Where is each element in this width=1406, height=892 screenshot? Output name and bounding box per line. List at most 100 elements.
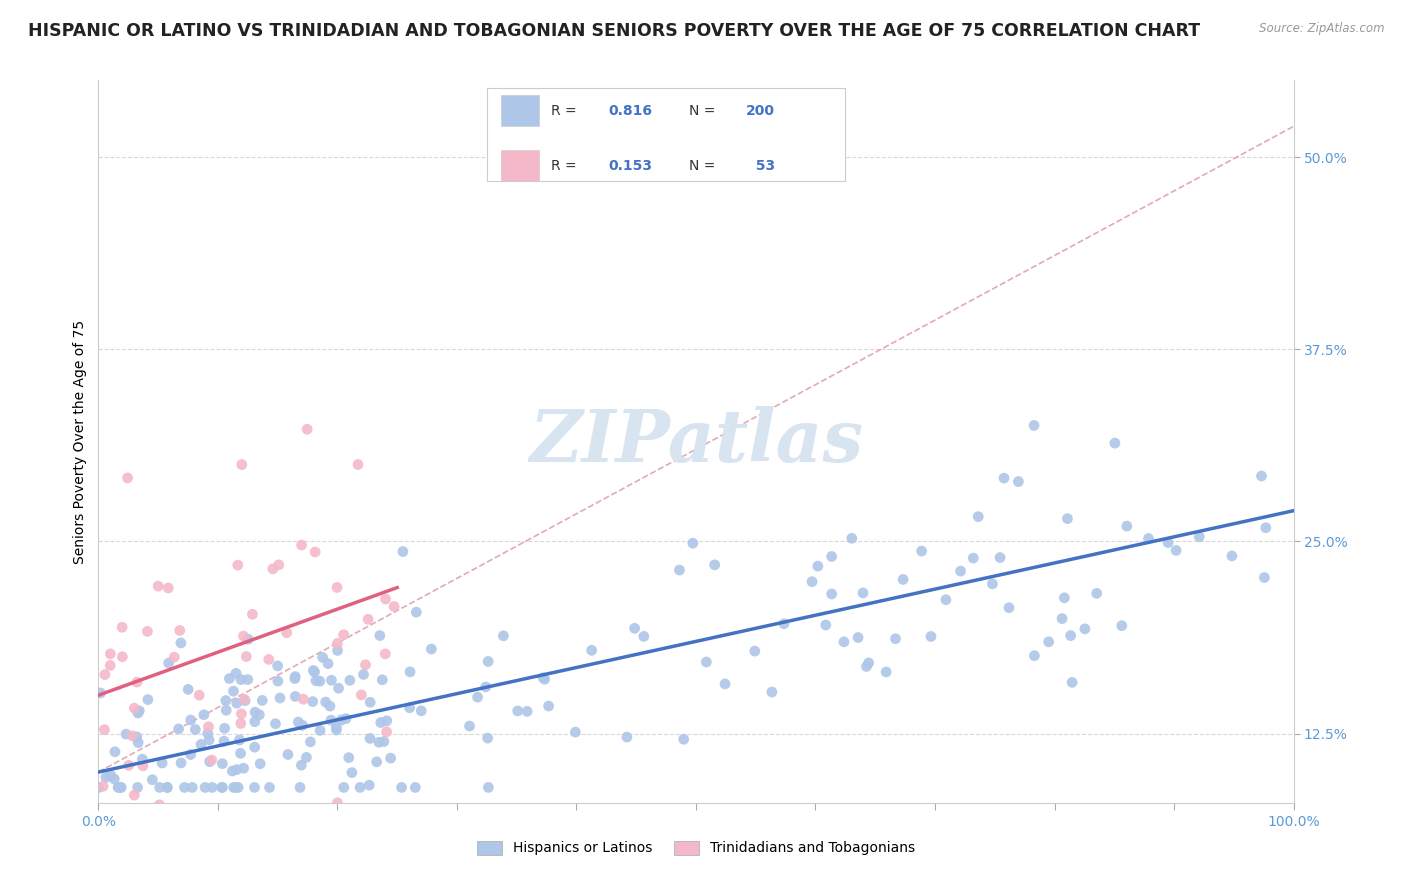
Point [180, 713, 202, 727]
Point [229, 747, 252, 761]
Point [564, 725, 586, 739]
Point [211, 756, 233, 771]
Point [215, 703, 238, 717]
Point [398, 700, 420, 714]
Point [623, 621, 645, 635]
Point [981, 577, 1004, 591]
Point [194, 780, 217, 795]
Point [1220, 549, 1243, 563]
Point [156, 780, 179, 795]
Point [236, 632, 259, 647]
Point [1253, 570, 1275, 584]
Point [366, 755, 388, 769]
Point [226, 780, 249, 795]
Point [225, 666, 247, 681]
Point [1111, 618, 1133, 632]
Point [284, 690, 307, 704]
Point [108, 780, 131, 795]
Point [714, 677, 737, 691]
Point [533, 673, 555, 687]
Point [326, 581, 349, 595]
Point [157, 581, 180, 595]
Point [157, 656, 180, 670]
Point [375, 714, 398, 728]
Point [321, 673, 343, 688]
Point [325, 720, 347, 734]
Point [1024, 648, 1046, 663]
Point [458, 719, 481, 733]
Point [1022, 418, 1045, 433]
Point [392, 544, 415, 558]
Point [231, 706, 253, 721]
Point [233, 693, 256, 707]
Text: N =: N = [689, 103, 720, 118]
Point [420, 642, 443, 657]
Y-axis label: Seniors Poverty Over the Age of 75: Seniors Poverty Over the Age of 75 [73, 319, 87, 564]
Point [475, 680, 498, 694]
Point [136, 692, 159, 706]
Point [276, 625, 298, 640]
Point [326, 636, 349, 650]
Point [326, 796, 349, 810]
Bar [501, 151, 540, 181]
Point [399, 665, 422, 679]
Point [333, 780, 356, 795]
Point [201, 753, 224, 767]
Point [841, 532, 863, 546]
Point [259, 780, 281, 795]
Point [633, 629, 655, 643]
Point [242, 607, 264, 622]
Point [91, 779, 114, 793]
Text: ZIPatlas: ZIPatlas [529, 406, 863, 477]
Point [111, 620, 134, 634]
Point [233, 692, 256, 706]
Point [288, 780, 311, 795]
Point [920, 630, 942, 644]
Point [814, 618, 837, 632]
Point [1059, 629, 1081, 643]
Point [295, 422, 318, 436]
Point [291, 718, 314, 732]
Point [235, 649, 257, 664]
Point [359, 778, 381, 792]
Point [177, 682, 200, 697]
Point [858, 656, 880, 670]
Point [290, 758, 312, 772]
Point [103, 772, 125, 786]
Point [215, 693, 238, 707]
Point [277, 747, 299, 762]
Point [537, 699, 560, 714]
Point [110, 780, 132, 795]
Point [703, 558, 725, 572]
Point [117, 811, 139, 825]
Point [127, 780, 149, 795]
Point [301, 695, 323, 709]
Point [325, 723, 347, 737]
Point [326, 643, 349, 657]
Point [104, 745, 127, 759]
Point [87, 780, 110, 795]
Point [156, 780, 179, 795]
Point [821, 587, 844, 601]
Point [214, 721, 236, 735]
Point [405, 605, 427, 619]
Point [291, 538, 314, 552]
Point [328, 681, 350, 695]
Point [98, 658, 121, 673]
Point [370, 715, 392, 730]
Point [852, 586, 875, 600]
Point [855, 659, 877, 673]
Point [391, 780, 413, 795]
Text: Source: ZipAtlas.com: Source: ZipAtlas.com [1260, 22, 1385, 36]
Point [225, 780, 247, 795]
Point [221, 764, 243, 778]
Point [1254, 521, 1277, 535]
Point [226, 558, 249, 573]
Text: 53: 53 [747, 159, 775, 172]
Point [339, 673, 361, 688]
Point [359, 731, 381, 746]
Point [167, 722, 190, 736]
Point [148, 579, 170, 593]
Point [581, 643, 603, 657]
Point [506, 704, 529, 718]
